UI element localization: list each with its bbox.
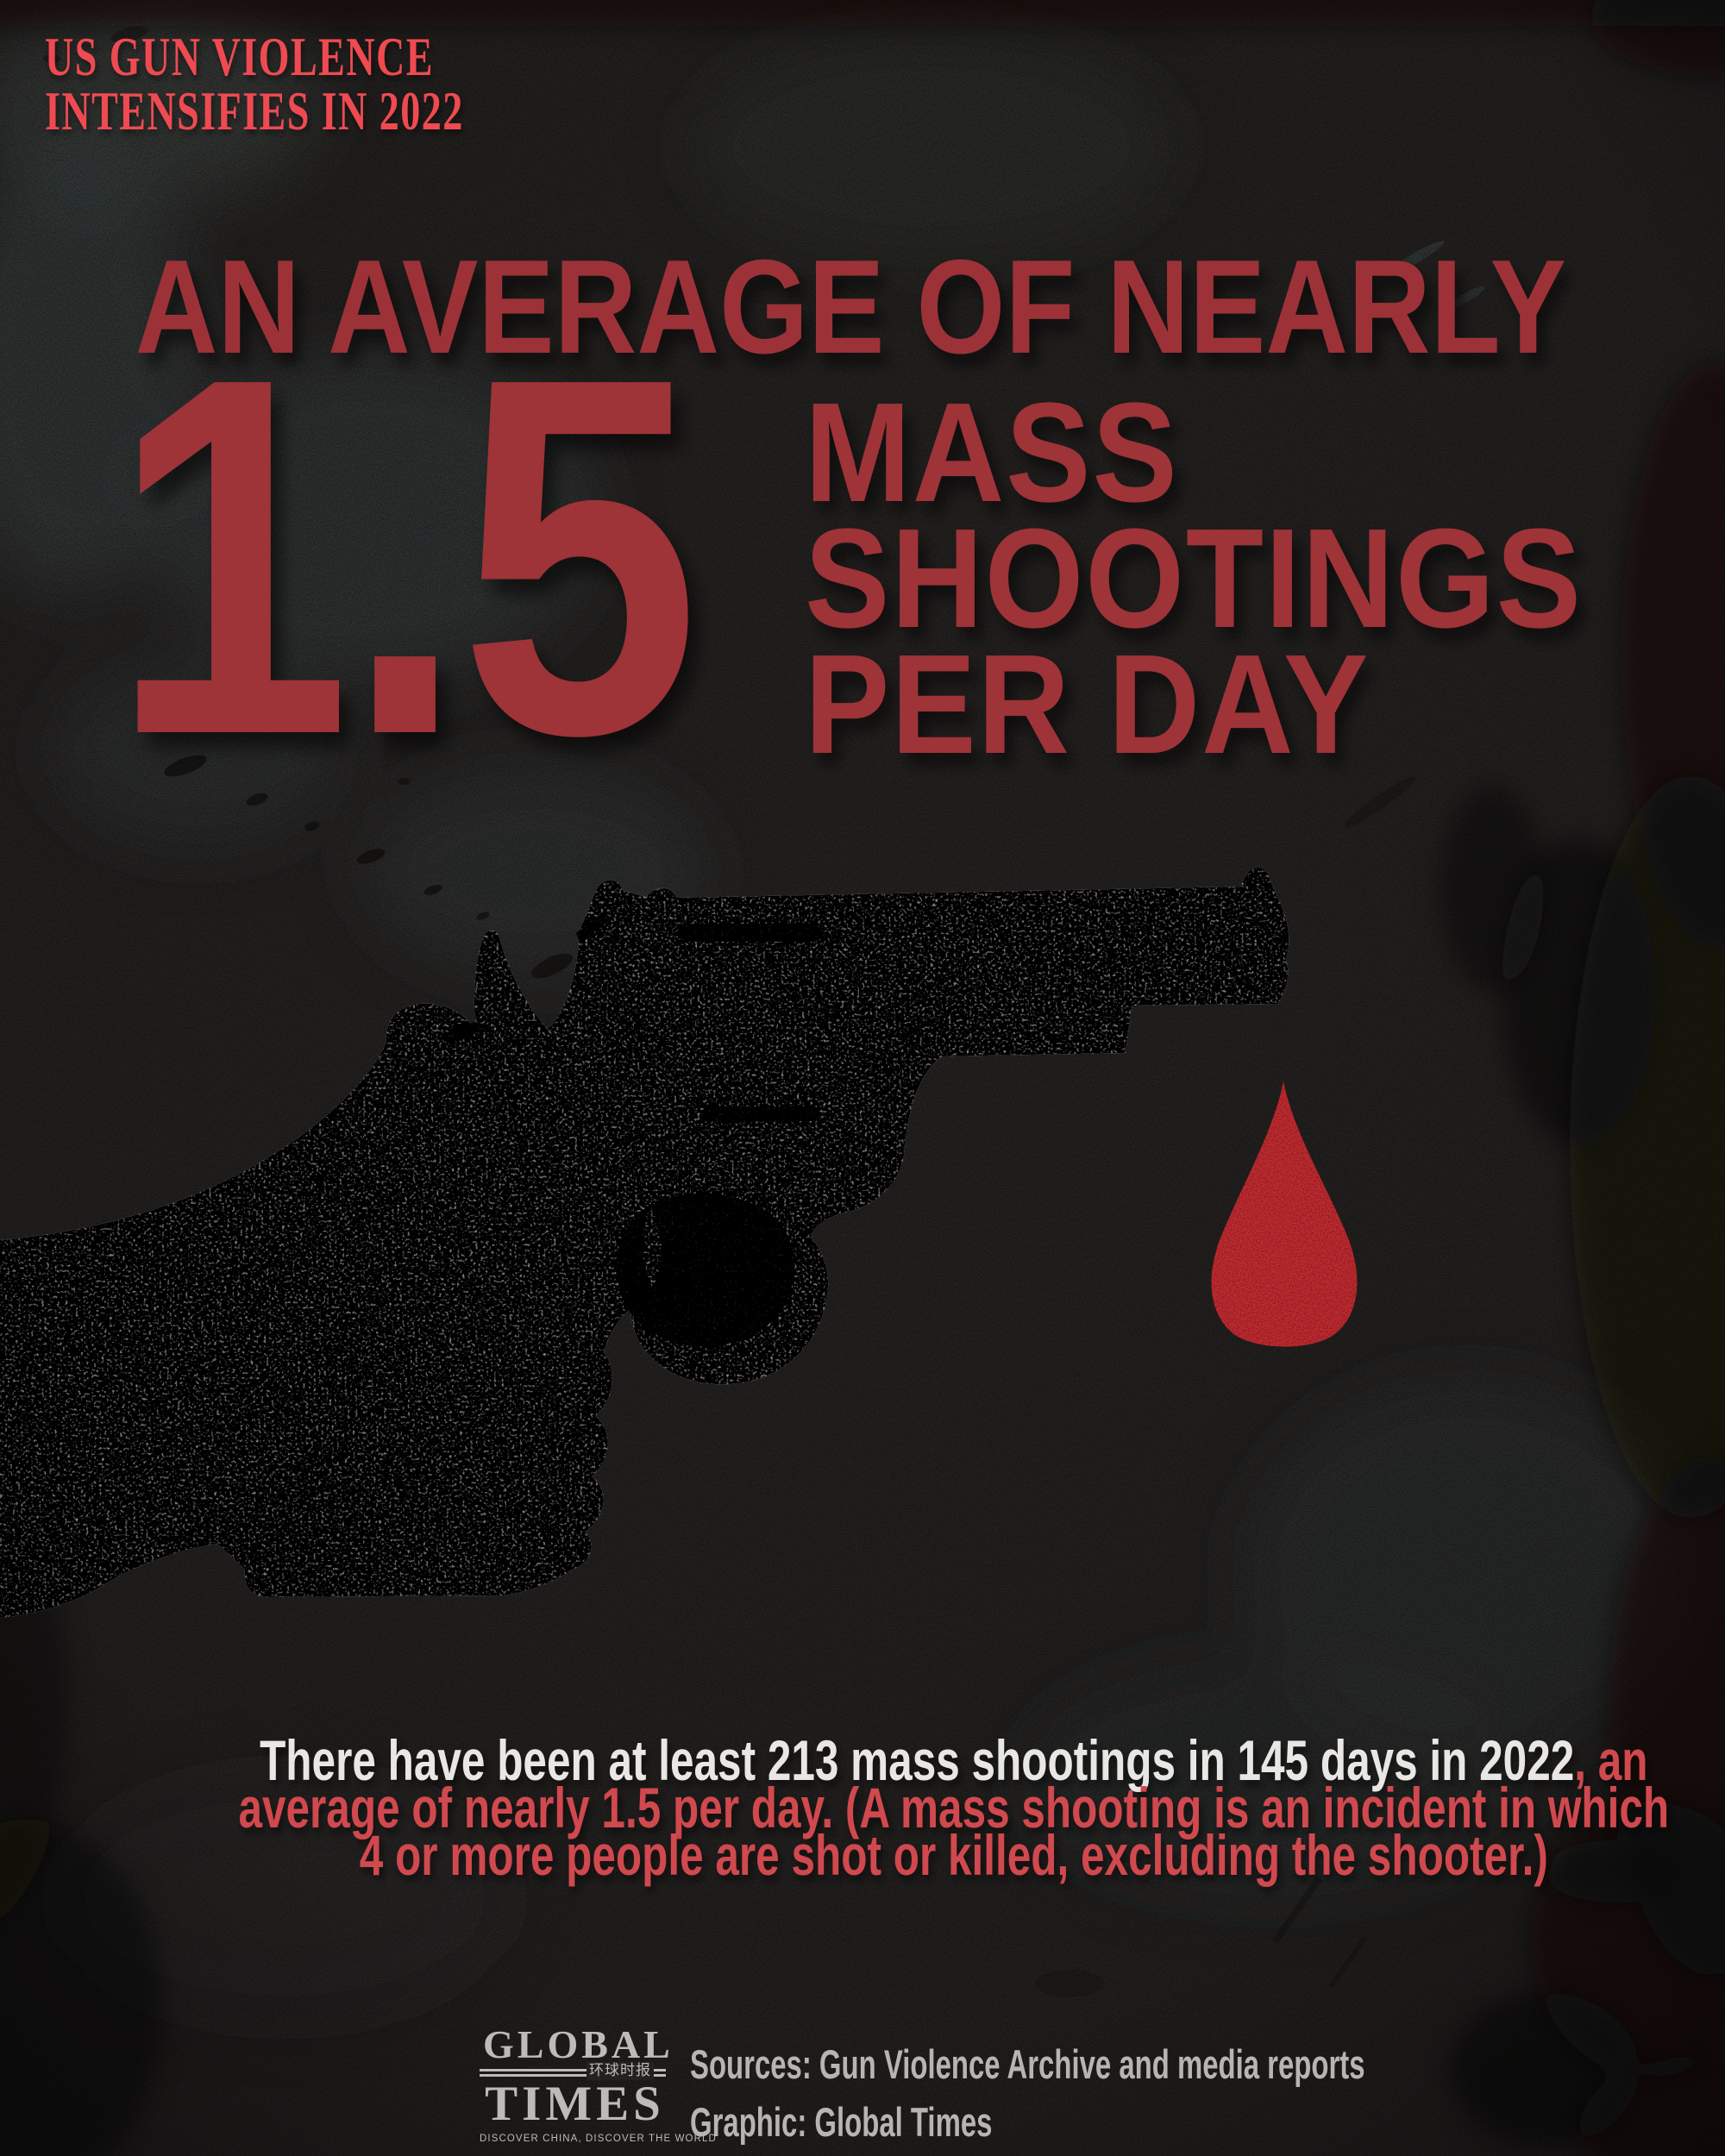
stat-number: 1.5 <box>110 273 700 841</box>
logo-rule-bottom <box>480 2074 666 2077</box>
headline-text: AN AVERAGE OF NEARLY <box>135 232 1566 381</box>
logo-word-times: TIMES <box>485 2077 665 2131</box>
stat-unit-line3: PER DAY <box>805 625 1371 783</box>
sources-line: Sources: Gun Violence Archive and media … <box>690 2041 1365 2087</box>
logo-word-global: GLOBAL <box>483 2022 674 2066</box>
stencil-header: US GUN VIOLENCE INTENSIFIES IN 2022 <box>45 26 464 141</box>
logo-rule-top <box>480 2069 666 2071</box>
body-line1-red: , an <box>1574 1728 1648 1792</box>
stencil-header-line2: INTENSIFIES IN 2022 <box>45 80 464 141</box>
body-line1: There have been at least 213 mass shooti… <box>238 1732 1669 1789</box>
logo-tagline: DISCOVER CHINA, DISCOVER THE WORLD <box>480 2134 717 2144</box>
stat-unit-line2: SHOOTINGS <box>805 499 1583 657</box>
stencil-header-line1: US GUN VIOLENCE <box>45 26 434 87</box>
global-times-logo: GLOBAL 环球时报 TIMES DISCOVER CHINA, DISCOV… <box>480 2022 717 2145</box>
credits-block: Sources: Gun Violence Archive and media … <box>690 2035 1365 2151</box>
graphic-credit-line: Graphic: Global Times <box>690 2099 993 2145</box>
body-paragraph: There have been at least 213 mass shooti… <box>0 1732 1725 1887</box>
body-line2: average of nearly 1.5 per day. (A mass s… <box>238 1776 1670 1839</box>
body-line3: 4 or more people are shot or killed, exc… <box>359 1823 1548 1887</box>
stat-unit-line1: MASS <box>805 373 1179 531</box>
logo-chinese-characters: 环球时报 <box>586 2062 654 2080</box>
logo-rules: 环球时报 <box>480 2062 666 2080</box>
body-paragraph-text: There have been at least 213 mass shooti… <box>238 1732 1670 1887</box>
body-line1-white: There have been at least 213 mass shooti… <box>260 1728 1575 1792</box>
headline-row: AN AVERAGE OF NEARLY <box>0 240 1713 373</box>
stat-unit-lines: MASS SHOOTINGS PER DAY <box>805 373 1583 783</box>
